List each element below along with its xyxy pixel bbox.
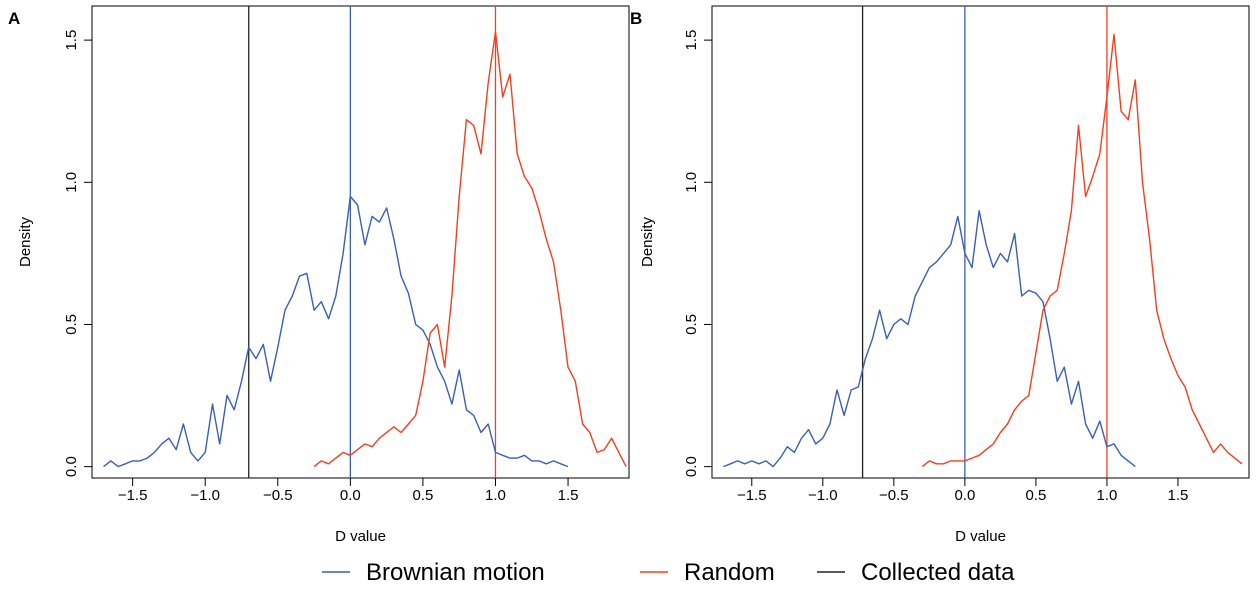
x-tick-label: 0.5 (412, 487, 433, 504)
brownian-motion-density-line (103, 195, 569, 468)
panel-label-b: B (630, 9, 642, 28)
x-tick-label: 1.5 (1168, 487, 1189, 504)
legend: Brownian motion Random Collected data (322, 559, 1015, 586)
y-tick-label: 0.5 (683, 314, 700, 335)
y-tick-label: 1.0 (683, 172, 700, 193)
x-tick-label: 1.0 (1097, 487, 1118, 504)
x-tick-label: −1.0 (808, 487, 838, 504)
legend-label: Brownian motion (366, 559, 545, 586)
x-axis-title: D value (335, 528, 386, 545)
plot-frame (711, 5, 1250, 479)
x-axis-title: D value (955, 528, 1006, 545)
x-tick-label: −0.5 (879, 487, 909, 504)
y-tick-label: 0.0 (683, 456, 700, 477)
x-tick-label: 1.5 (558, 487, 579, 504)
plot-frame (91, 5, 630, 479)
x-tick-label: −1.5 (737, 487, 767, 504)
x-tick-label: −1.5 (118, 487, 148, 504)
x-tick-label: −1.0 (190, 487, 220, 504)
y-tick-label: 0.0 (63, 456, 80, 477)
random-density-line (313, 30, 627, 468)
x-tick-label: 1.0 (485, 487, 506, 504)
y-tick-label: 0.5 (63, 314, 80, 335)
legend-label: Random (684, 559, 775, 586)
x-tick-label: 0.0 (340, 487, 361, 504)
panel-a: A −1.5 −1.0 −0.5 0.0 0.5 1.0 1.5 0.0 0.5 1.0 1.5 D … (8, 5, 630, 545)
y-axis-title: Density (639, 216, 656, 267)
legend-label: Collected data (861, 559, 1015, 586)
y-tick-label: 1.5 (683, 30, 700, 51)
y-tick-label: 1.0 (63, 172, 80, 193)
brownian-motion-density-line (723, 209, 1136, 468)
y-axis-title: Density (17, 216, 34, 267)
x-tick-label: −0.5 (263, 487, 293, 504)
random-density-line (921, 33, 1243, 468)
panel-b: B −1.5 −1.0 −0.5 0.0 0.5 1.0 1.5 0.0 0.5 1.0 1.5 D … (630, 5, 1250, 545)
x-tick-label: 0.0 (954, 487, 975, 504)
x-tick-label: 0.5 (1025, 487, 1046, 504)
y-tick-label: 1.5 (63, 30, 80, 51)
panel-label-a: A (8, 9, 20, 28)
